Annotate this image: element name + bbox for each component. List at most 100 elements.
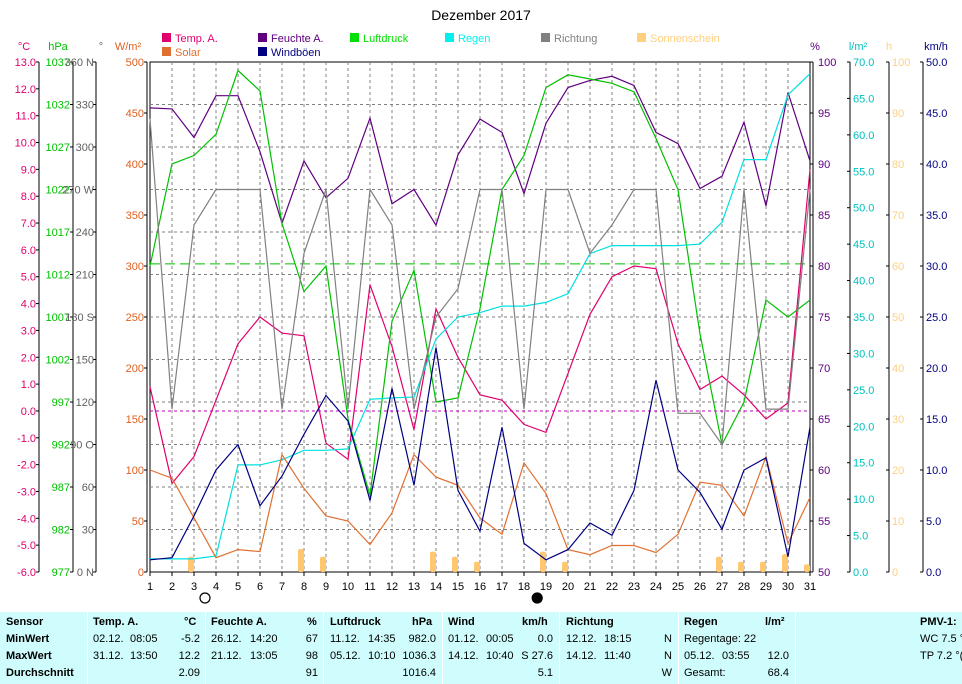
series-line-luftdruck — [149, 69, 811, 496]
x-tick-label: 31 — [804, 581, 816, 593]
solar-tick-label: 50 — [132, 516, 144, 528]
wind-tick-label: 15.0 — [926, 414, 947, 426]
legend-label: Luftdruck — [363, 33, 409, 45]
rain-tick-label: 0.0 — [853, 567, 868, 579]
dir-avg: W — [661, 667, 672, 679]
legend-swatch — [162, 47, 171, 56]
wind-tick-label: 40.0 — [926, 159, 947, 171]
series-lines — [149, 69, 811, 561]
dir-min-time: 18:15 — [604, 633, 632, 645]
row-label-min: MinWert — [6, 633, 50, 645]
legend-swatch — [637, 33, 646, 42]
pressure-tick-label: 1002 — [46, 355, 70, 367]
rain-tick-label: 15.0 — [853, 458, 874, 470]
direction-tick-label: 300 — [76, 142, 94, 154]
wind-tick-label: 25.0 — [926, 312, 947, 324]
direction-tick-label: 360 N — [65, 57, 94, 69]
weather-chart: 1 2 3 4 5 6 7 8 9 10 11 12 13 14 15 16 17 18 19 20 21 22 23 24 2… — [15, 7, 948, 604]
chart-title: Dezember 2017 — [431, 7, 531, 23]
pressure-tick-label: 1012 — [46, 270, 70, 282]
press-min-val: 982.0 — [408, 633, 436, 645]
press-unit: hPa — [412, 616, 433, 628]
temp-tick-label: 7.0 — [21, 218, 36, 230]
x-tick-label: 17 — [496, 581, 508, 593]
solar-tick-label: 250 — [126, 312, 144, 324]
hum-min-time: 14:20 — [250, 633, 278, 645]
temp-tick-label: 13.0 — [15, 57, 36, 69]
pmv-title: PMV-1: — [920, 616, 957, 628]
row-label-avg: Durchschnitt — [6, 667, 74, 679]
temp-tick-label: -5.0 — [17, 540, 36, 552]
x-tick-label: 10 — [342, 581, 354, 593]
wind-max-date: 14.12. — [448, 650, 479, 662]
rain-tick-label: 55.0 — [853, 166, 874, 178]
x-tick-label: 11 — [364, 581, 375, 593]
press-avg: 1016.4 — [402, 667, 436, 679]
direction-tick-label: 150 — [76, 355, 94, 367]
x-tick-label: 27 — [716, 581, 728, 593]
rain-tick-label: 45.0 — [853, 239, 874, 251]
solar-tick-label: 150 — [126, 414, 144, 426]
press-max-val: 1036.3 — [402, 650, 436, 662]
x-tick-label: 5 — [235, 581, 241, 593]
dir-max-date: 14.12. — [566, 650, 597, 662]
wind-tick-label: 50.0 — [926, 57, 947, 69]
hum-max-val: 98 — [305, 650, 318, 662]
pmv-tp: TP 7.2 °( — [920, 650, 962, 662]
temp-max-val: 12.2 — [178, 650, 200, 662]
hum-unit: % — [307, 616, 317, 628]
sunshine-bar — [188, 556, 194, 572]
humidity-tick-label: 60 — [818, 465, 830, 477]
x-tick-label: 7 — [279, 581, 285, 593]
temp-tick-label: 12.0 — [15, 84, 36, 96]
rain-tick-label: 65.0 — [853, 93, 874, 105]
rain-tick-label: 50.0 — [853, 203, 874, 215]
rain-tick-label: 25.0 — [853, 385, 874, 397]
temp-min-val: -5.2 — [181, 633, 200, 645]
x-tick-label: 28 — [738, 581, 750, 593]
wind-tick-label: 20.0 — [926, 363, 947, 375]
humidity-tick-label: 70 — [818, 363, 830, 375]
dir-title: Richtung — [566, 616, 614, 628]
legend-label: Regen — [458, 33, 490, 45]
temp-tick-label: -3.0 — [17, 486, 36, 498]
x-tick-label: 4 — [213, 581, 219, 593]
humidity-tick-label: 85 — [818, 210, 830, 222]
press-title: Luftdruck — [330, 616, 381, 628]
pressure-tick-label: 987 — [52, 482, 70, 494]
temp-tick-label: 6.0 — [21, 245, 36, 257]
dir-max-time: 11:40 — [604, 650, 631, 662]
direction-tick-label: 210 — [76, 270, 94, 282]
rain-unit-label: l/m² — [849, 41, 868, 53]
series-line-windb-en — [149, 347, 811, 561]
press-max-time: 10:10 — [368, 650, 396, 662]
wind-avg: 5.1 — [537, 667, 553, 679]
solar-unit-label: W/m² — [115, 41, 142, 53]
hum-min-val: 67 — [305, 633, 318, 645]
humidity-tick-label: 55 — [818, 516, 830, 528]
x-tick-label: 3 — [191, 581, 197, 593]
pmv-wc: WC 7.5 ° — [920, 633, 962, 645]
x-tick-label: 12 — [386, 581, 398, 593]
sun-unit-label: h — [886, 41, 892, 53]
x-tick-label: 14 — [430, 581, 442, 593]
direction-tick-label: 330 — [76, 100, 94, 112]
wind-max-time: 10:40 — [486, 650, 514, 662]
sunshine-bar — [716, 556, 722, 572]
wind-min-time: 00:05 — [486, 633, 514, 645]
temp-tick-label: -4.0 — [17, 513, 36, 525]
sunshine-bar — [804, 564, 810, 572]
legend-swatch — [258, 33, 267, 42]
hum-avg: 91 — [305, 667, 318, 679]
direction-unit-label: ° — [99, 41, 103, 53]
temp-unit: °C — [184, 616, 197, 628]
wind-tick-label: 0.0 — [926, 567, 941, 579]
wind-tick-label: 45.0 — [926, 108, 947, 120]
hum-title: Feuchte A. — [211, 616, 267, 628]
full-moon-icon — [199, 592, 211, 604]
sun-tick-label: 20 — [892, 465, 904, 477]
pressure-tick-label: 992 — [52, 440, 70, 452]
x-tick-label: 18 — [518, 581, 530, 593]
x-tick-label: 15 — [452, 581, 464, 593]
temp-unit-label: °C — [18, 41, 30, 53]
